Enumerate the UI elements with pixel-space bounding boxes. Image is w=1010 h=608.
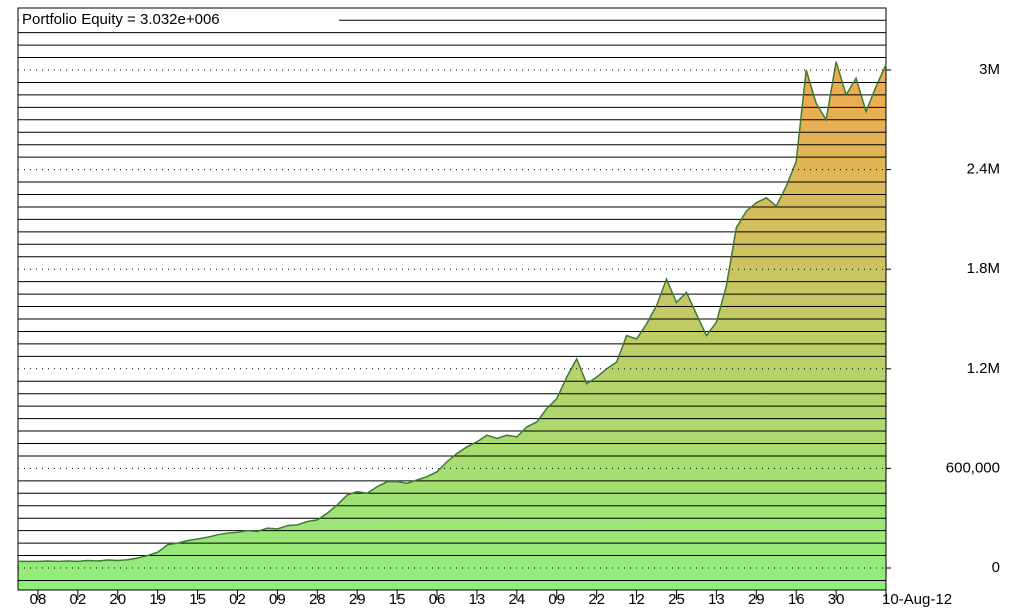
y-tick-label: 3M: [979, 61, 1000, 78]
x-tick-label: 29: [748, 591, 765, 608]
x-tick-label: 29: [349, 591, 366, 608]
x-tick-label: 09: [548, 591, 565, 608]
y-tick-label: 1.8M: [967, 260, 1000, 277]
x-tick-label: 20: [109, 591, 126, 608]
lines-layer: [18, 19, 886, 581]
x-tick-label: 22: [588, 591, 605, 608]
equity-line: [18, 61, 887, 563]
plot-frame: [17, 7, 887, 591]
plot-layer: [18, 61, 886, 590]
x-tick-label: 15: [189, 591, 206, 608]
y-tick-label: 600,000: [946, 459, 1000, 476]
x-tick-label: 12: [628, 591, 645, 608]
x-tick-label: 06: [429, 591, 446, 608]
x-tick-label: 13: [469, 591, 486, 608]
chart-title: Portfolio Equity = 3.032e+006: [22, 11, 220, 28]
x-tick-label: 25: [668, 591, 685, 608]
y-tick-label: 2.4M: [967, 161, 1000, 178]
x-tick-label: 02: [70, 591, 87, 608]
x-tick-label: 30: [828, 591, 845, 608]
y-tick-label: 1.2M: [967, 360, 1000, 377]
x-tick-label: 10-Aug-12: [882, 591, 952, 608]
x-tick-label: 19: [149, 591, 166, 608]
x-tick-label: 09: [269, 591, 286, 608]
x-tick-label: 24: [509, 591, 526, 608]
x-tick-label: 28: [309, 591, 326, 608]
x-tick-label: 02: [229, 591, 246, 608]
title-background: [19, 9, 339, 31]
x-tick-label: 08: [30, 591, 47, 608]
x-tick-label: 15: [389, 591, 406, 608]
equity-area: [18, 61, 886, 590]
x-tick-label: 16: [788, 591, 805, 608]
x-tick-label: 13: [708, 591, 725, 608]
y-tick-label: 0: [992, 559, 1000, 576]
